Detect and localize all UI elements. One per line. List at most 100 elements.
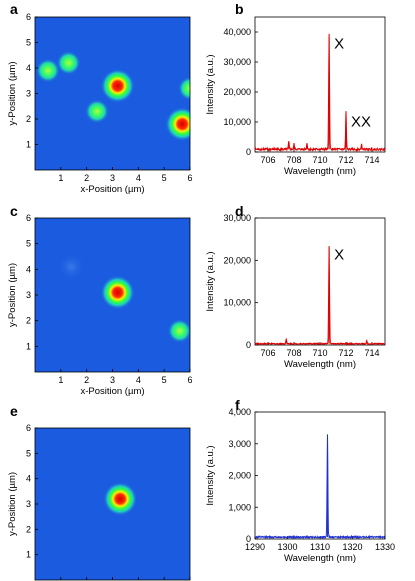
x-tick-label: 1310 [310, 542, 330, 552]
y-axis-label: y-Position (µm) [7, 61, 18, 125]
spectrum-line [254, 33, 386, 153]
x-tick-label: 1300 [277, 542, 297, 552]
y-tick-label: 3 [26, 89, 31, 99]
panel-letter: e [10, 403, 18, 419]
y-tick-label: 1 [26, 140, 31, 150]
plot-frame [254, 217, 386, 346]
spot [103, 481, 138, 516]
peak-label: X [334, 36, 344, 53]
spectrum-line [254, 434, 386, 540]
y-tick-label: 10,000 [223, 298, 251, 308]
x-tick-label: 712 [338, 348, 353, 358]
panel-letter: c [10, 203, 18, 219]
y-tick-label: 4 [26, 264, 31, 274]
y-tick-label: 10,000 [223, 117, 251, 127]
x-tick-label: 714 [364, 348, 379, 358]
panel-letter: d [235, 203, 244, 219]
x-axis-label: x-Position (µm) [80, 386, 144, 397]
y-axis-label: y-Position (µm) [7, 263, 18, 327]
y-tick-label: 1 [26, 550, 31, 560]
y-tick-label: 5 [26, 239, 31, 249]
x-tick-label: 1 [58, 173, 63, 183]
x-tick-label: 4 [136, 173, 141, 183]
y-tick-label: 3 [26, 290, 31, 300]
y-tick-label: 30,000 [223, 213, 251, 223]
panel-letter: b [235, 1, 244, 17]
y-tick-label: 0 [246, 147, 251, 157]
y-axis-label: Intensity (a.u.) [205, 445, 216, 505]
y-tick-label: 6 [26, 12, 31, 22]
peak-label: XX [351, 114, 371, 131]
spots [57, 252, 190, 343]
x-axis-label: Wavelength (nm) [284, 359, 356, 370]
y-tick-label: 2,000 [228, 471, 251, 481]
spot [167, 318, 190, 343]
y-tick-label: 2 [26, 524, 31, 534]
panel-d: 706 708 710 712 714 0 10,000 20,000 30,000 Wavele… [205, 203, 386, 370]
x-tick-label: 712 [338, 155, 353, 165]
x-tick-label: 2 [84, 173, 89, 183]
x-tick-label: 6 [187, 173, 192, 183]
y-tick-label: 5 [26, 448, 31, 458]
x-tick-label: 708 [286, 348, 301, 358]
y-tick-label: 20,000 [223, 255, 251, 265]
panel-letter: f [235, 397, 240, 413]
y-tick-label: 40,000 [223, 27, 251, 37]
y-tick-label: 0 [246, 534, 251, 544]
x-tick-label: 706 [260, 348, 275, 358]
y-tick-label: 1 [26, 341, 31, 351]
spot [57, 252, 86, 281]
panel-c: 1 2 3 4 5 6 1 2 3 4 5 6 x-Position (µm) y-Position (µ… [7, 203, 193, 397]
x-tick-label: 1290 [245, 542, 265, 552]
y-tick-label: 4 [26, 63, 31, 73]
y-axis-label: Intensity (a.u.) [205, 54, 216, 114]
x-tick-label: 2 [84, 375, 89, 385]
y-tick-label: 4,000 [228, 407, 251, 417]
y-axis-label: Intensity (a.u.) [205, 251, 216, 311]
y-axis-label: y-Position (µm) [7, 472, 18, 536]
y-tick-label: 3 [26, 499, 31, 509]
y-tick-label: 6 [26, 423, 31, 433]
spot [100, 275, 135, 310]
y-tick-label: 5 [26, 38, 31, 48]
spot [178, 76, 190, 101]
x-tick-label: 3 [110, 375, 115, 385]
plot-frame [254, 411, 386, 540]
x-tick-label: 5 [162, 375, 167, 385]
x-axis-label: x-Position (µm) [80, 184, 144, 195]
spot [35, 58, 60, 83]
x-axis-label: Wavelength (nm) [284, 553, 356, 564]
plot-frame [254, 16, 386, 153]
x-tick-label: 3 [110, 173, 115, 183]
panel-b: 706 708 710 712 714 0 10,000 20,000 30,000 40,000… [205, 1, 386, 177]
panel-a: 1 2 3 4 5 6 1 2 3 4 5 6 x-Position (µm) y-Position (µ… [7, 1, 193, 195]
x-axis-label: Wavelength (nm) [284, 166, 356, 177]
x-tick-label: 1 [58, 375, 63, 385]
x-tick-label: 1320 [342, 542, 362, 552]
x-tick-label: 5 [162, 173, 167, 183]
y-tick-label: 20,000 [223, 87, 251, 97]
y-tick-label: 0 [246, 340, 251, 350]
y-tick-label: 1,000 [228, 502, 251, 512]
panel-f: 1290 1300 1310 1320 1330 0 1,000 2,000 3,000 4,00… [205, 397, 395, 564]
spot [85, 99, 109, 124]
y-tick-label: 4 [26, 474, 31, 484]
x-tick-label: 710 [312, 155, 327, 165]
x-tick-label: 706 [260, 155, 275, 165]
spots [103, 481, 138, 516]
spot [56, 50, 81, 75]
y-tick-label: 6 [26, 213, 31, 223]
x-tick-label: 1330 [375, 542, 395, 552]
spectrum-line [254, 245, 386, 346]
x-tick-label: 714 [364, 155, 379, 165]
y-tick-label: 30,000 [223, 57, 251, 67]
peak-label: X [334, 247, 344, 264]
spot [100, 68, 135, 103]
y-tick-label: 2 [26, 316, 31, 326]
x-tick-label: 6 [187, 375, 192, 385]
spots [35, 50, 190, 142]
spot [165, 107, 190, 142]
x-tick-label: 708 [286, 155, 301, 165]
x-tick-label: 710 [312, 348, 327, 358]
